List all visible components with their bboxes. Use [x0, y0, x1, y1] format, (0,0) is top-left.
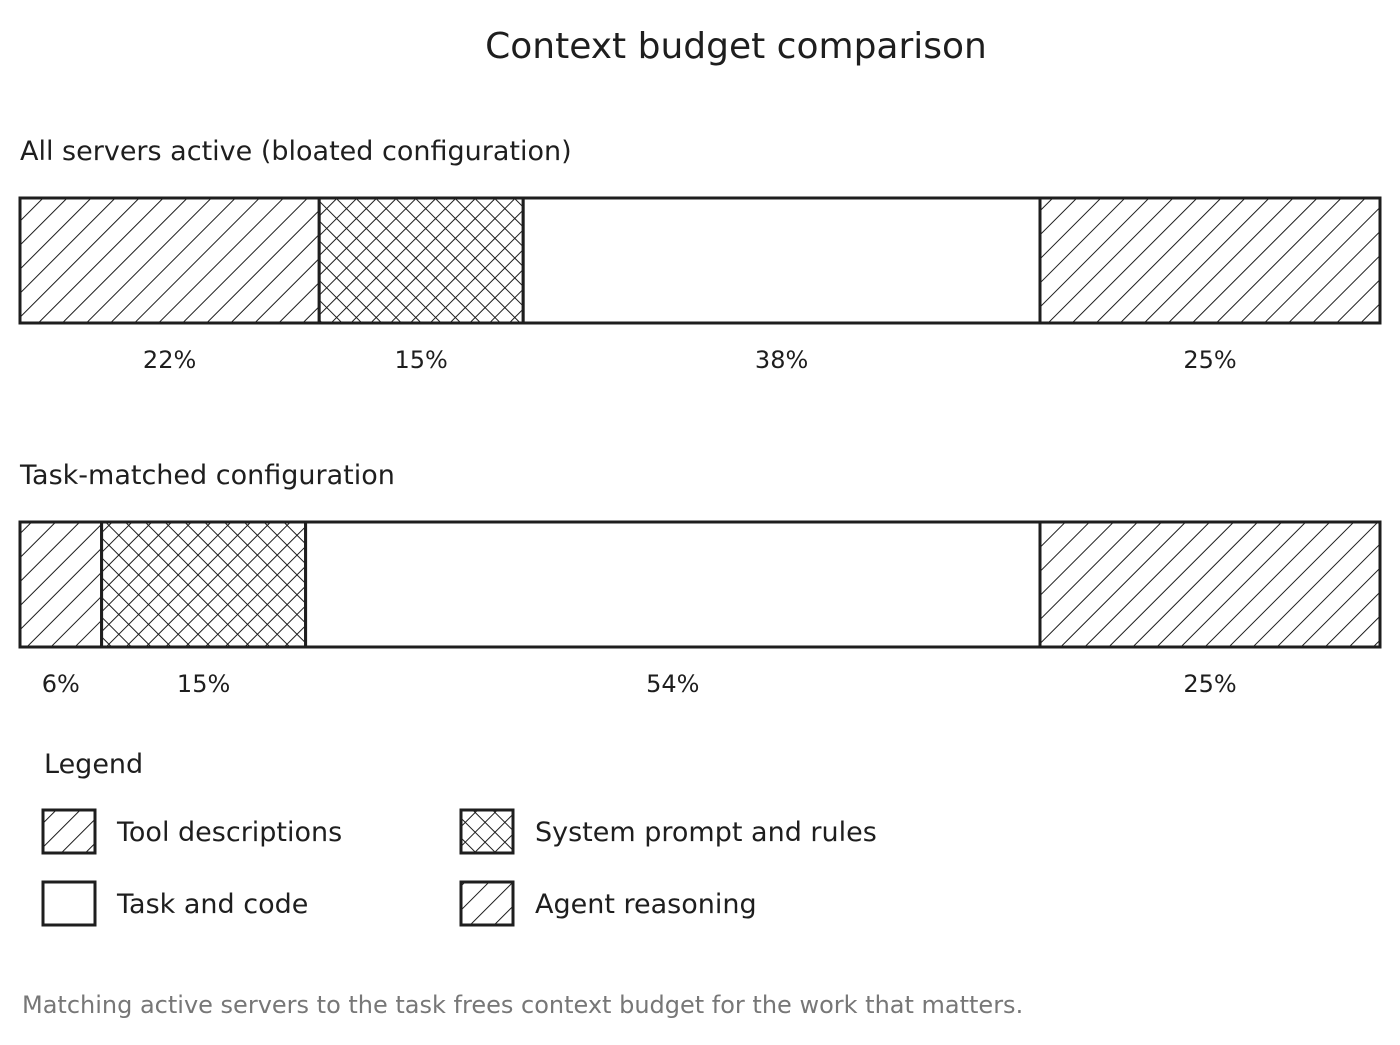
value-label: 22%: [143, 346, 196, 374]
value-label: 38%: [755, 346, 808, 374]
bar-segment-tool-descriptions: [18, 520, 104, 649]
bar-label: All servers active (bloated configuratio…: [20, 136, 572, 167]
chart-title: Context budget comparison: [485, 26, 987, 67]
bar-label: Task-matched configuration: [19, 460, 395, 491]
bar-segment-system-prompt-and-rules: [317, 196, 525, 325]
legend-title: Legend: [44, 749, 143, 780]
bar-group-1: Task-matched configuration 6% 15% 54% 25%: [18, 460, 1382, 698]
legend-label: System prompt and rules: [535, 817, 877, 848]
legend-swatch: [459, 880, 515, 927]
bar-segment-agent-reasoning: [1038, 196, 1382, 325]
legend-swatch: [41, 808, 97, 855]
legend-label: Task and code: [116, 889, 308, 920]
chart-caption: Matching active servers to the task free…: [22, 991, 1023, 1019]
bar-group-0: All servers active (bloated configuratio…: [18, 136, 1382, 374]
value-label: 15%: [395, 346, 448, 374]
bar-segment-tool-descriptions: [18, 196, 321, 325]
value-label: 25%: [1183, 346, 1236, 374]
legend-swatch: [459, 808, 515, 855]
bar-segment-task-and-code: [521, 196, 1042, 325]
bar-segment-system-prompt-and-rules: [100, 520, 308, 649]
legend: Legend Tool descriptions System prompt and…: [41, 749, 877, 927]
value-label: 54%: [646, 670, 699, 698]
bars-layer: All servers active (bloated configuratio…: [18, 136, 1382, 698]
legend-item: Tool descriptions: [41, 808, 342, 855]
legend-label: Tool descriptions: [116, 817, 342, 848]
legend-swatch: [41, 880, 97, 927]
value-label: 25%: [1183, 670, 1236, 698]
value-label: 15%: [177, 670, 230, 698]
legend-item: Task and code: [41, 880, 308, 927]
legend-item: System prompt and rules: [459, 808, 877, 855]
value-label: 6%: [42, 670, 80, 698]
legend-label: Agent reasoning: [535, 889, 757, 920]
bar-segment-agent-reasoning: [1038, 520, 1382, 649]
legend-item: Agent reasoning: [459, 880, 757, 927]
bar-segment-task-and-code: [304, 520, 1042, 649]
